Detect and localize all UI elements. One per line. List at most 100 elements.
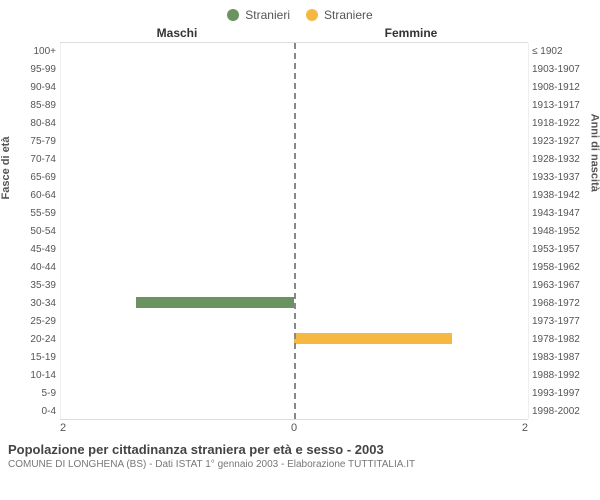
bar-row-female [294, 150, 528, 168]
bar-row-female [294, 276, 528, 294]
age-tick: 0-4 [8, 402, 56, 420]
bar-row-female [294, 222, 528, 240]
bar-row-male [60, 258, 294, 276]
age-tick: 75-79 [8, 132, 56, 150]
bar-row-female [294, 168, 528, 186]
year-tick: 1903-1907 [532, 60, 592, 78]
bar-row-female [294, 43, 528, 61]
age-tick: 100+ [8, 42, 56, 60]
bar-row-female [294, 115, 528, 133]
year-tick: 1933-1937 [532, 168, 592, 186]
bar-row-female [294, 365, 528, 383]
year-tick: 1923-1927 [532, 132, 592, 150]
year-tick: 1943-1947 [532, 204, 592, 222]
x-axis: 202 [8, 422, 592, 434]
chart-subtitle: COMUNE DI LONGHENA (BS) - Dati ISTAT 1° … [8, 459, 592, 470]
bar-row-male [60, 276, 294, 294]
bar-row-male [60, 383, 294, 401]
year-tick: 1928-1932 [532, 150, 592, 168]
bar-row-male [60, 61, 294, 79]
y-axis-age: 100+95-9990-9485-8980-8475-7970-7465-696… [8, 42, 60, 420]
bar-row-male [60, 401, 294, 419]
bar-row-male [60, 186, 294, 204]
year-tick: 1978-1982 [532, 330, 592, 348]
bar-row-male [60, 43, 294, 61]
legend-swatch-male [227, 9, 239, 21]
bar-row-female [294, 240, 528, 258]
age-tick: 20-24 [8, 330, 56, 348]
column-headers: Maschi Femmine [8, 26, 592, 40]
legend-label-female: Straniere [324, 8, 373, 22]
age-tick: 60-64 [8, 186, 56, 204]
legend-label-male: Stranieri [245, 8, 290, 22]
age-tick: 25-29 [8, 312, 56, 330]
plot-male [60, 43, 294, 419]
bar-row-male [60, 204, 294, 222]
bar-row-male [60, 79, 294, 97]
center-axis [294, 43, 296, 419]
chart-legend: Stranieri Straniere [8, 8, 592, 22]
bar-row-male [60, 150, 294, 168]
age-tick: 50-54 [8, 222, 56, 240]
bar-row-male [60, 330, 294, 348]
age-tick: 10-14 [8, 366, 56, 384]
age-tick: 45-49 [8, 240, 56, 258]
year-tick: 1968-1972 [532, 294, 592, 312]
year-tick: 1988-1992 [532, 366, 592, 384]
year-tick: 1958-1962 [532, 258, 592, 276]
age-tick: 70-74 [8, 150, 56, 168]
year-tick: 1983-1987 [532, 348, 592, 366]
year-tick: 1963-1967 [532, 276, 592, 294]
year-tick: 1938-1942 [532, 186, 592, 204]
bar-row-female [294, 294, 528, 312]
year-tick: 1998-2002 [532, 402, 592, 420]
y-axis-label-right: Anni di nascità [588, 114, 600, 192]
x-axis-ticks: 202 [60, 422, 528, 434]
bar-row-male [60, 365, 294, 383]
age-tick: 95-99 [8, 60, 56, 78]
bar-row-male [60, 168, 294, 186]
year-tick: 1913-1917 [532, 96, 592, 114]
age-tick: 85-89 [8, 96, 56, 114]
bar-female [294, 333, 452, 344]
bar-row-male [60, 222, 294, 240]
age-tick: 65-69 [8, 168, 56, 186]
bar-row-female [294, 312, 528, 330]
plot-area [60, 42, 528, 420]
bar-row-female [294, 204, 528, 222]
age-tick: 55-59 [8, 204, 56, 222]
bar-row-male [60, 97, 294, 115]
bar-row-female [294, 401, 528, 419]
year-tick: ≤ 1902 [532, 42, 592, 60]
x-tick: 0 [291, 422, 297, 434]
year-tick: 1918-1922 [532, 114, 592, 132]
bar-row-female [294, 97, 528, 115]
year-tick: 1948-1952 [532, 222, 592, 240]
age-tick: 15-19 [8, 348, 56, 366]
bar-male [136, 297, 294, 308]
bar-row-female [294, 347, 528, 365]
bar-row-male [60, 240, 294, 258]
bar-row-female [294, 383, 528, 401]
y-axis-label-left: Fasce di età [0, 137, 12, 200]
year-tick: 1908-1912 [532, 78, 592, 96]
age-tick: 90-94 [8, 78, 56, 96]
bar-row-female [294, 330, 528, 348]
chart-title: Popolazione per cittadinanza straniera p… [8, 442, 592, 457]
bar-row-male [60, 115, 294, 133]
bar-row-female [294, 258, 528, 276]
age-tick: 5-9 [8, 384, 56, 402]
plot-female [294, 43, 528, 419]
legend-swatch-female [306, 9, 318, 21]
year-tick: 1993-1997 [532, 384, 592, 402]
age-tick: 40-44 [8, 258, 56, 276]
header-female: Femmine [294, 26, 528, 40]
header-male: Maschi [60, 26, 294, 40]
bar-row-female [294, 186, 528, 204]
year-tick: 1953-1957 [532, 240, 592, 258]
bar-row-female [294, 133, 528, 151]
age-tick: 80-84 [8, 114, 56, 132]
x-tick: 2 [60, 422, 66, 434]
age-tick: 30-34 [8, 294, 56, 312]
age-tick: 35-39 [8, 276, 56, 294]
